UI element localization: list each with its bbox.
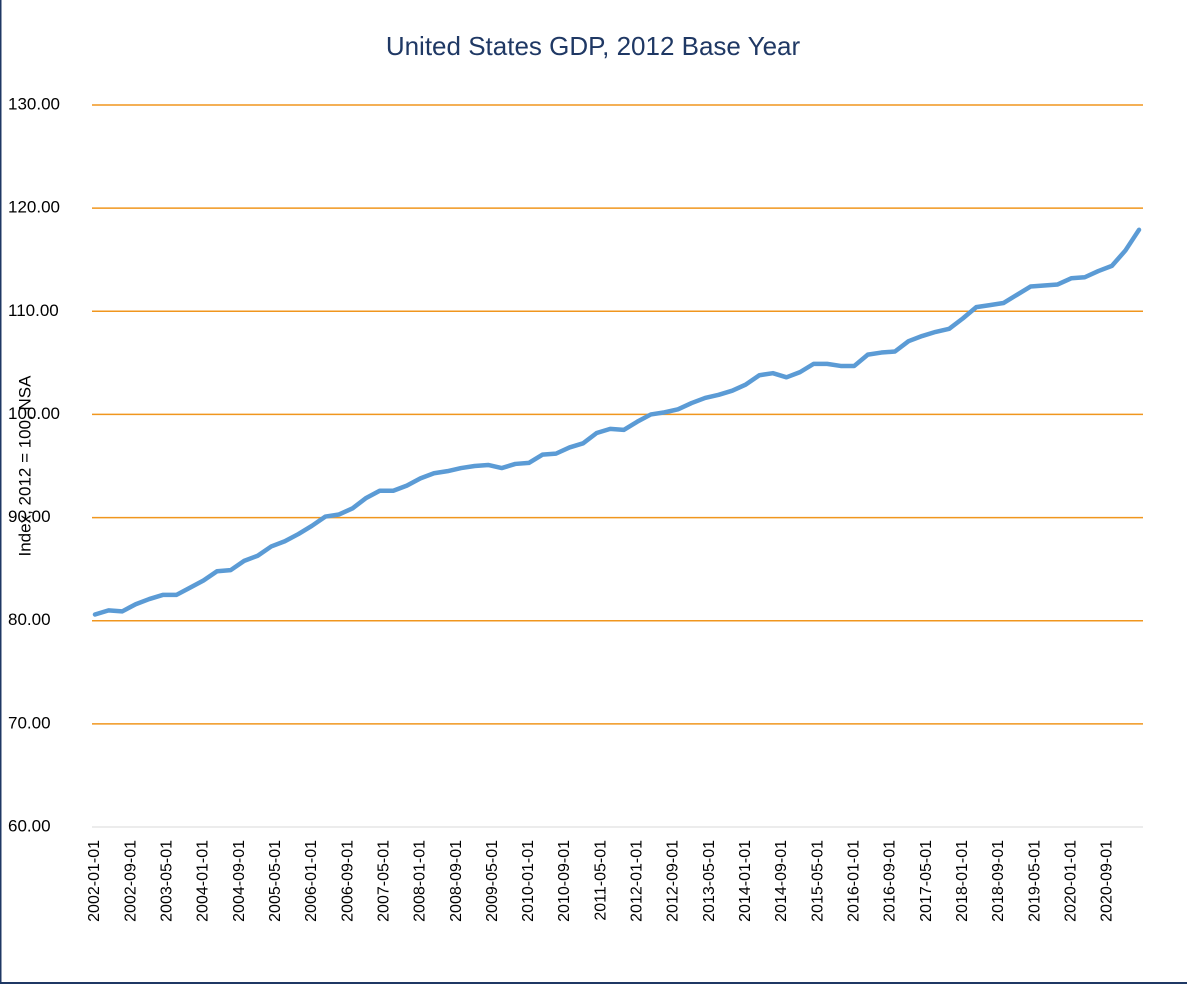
x-tick-label: 2014-01-01 (737, 840, 754, 922)
x-tick-label: 2002-01-01 (86, 840, 103, 922)
x-tick-label: 2020-09-01 (1099, 840, 1116, 922)
x-tick-label: 2012-09-01 (665, 840, 682, 922)
x-tick-label: 2012-01-01 (629, 840, 646, 922)
y-tick-label: 110.00 (8, 301, 59, 320)
y-tick-label: 90.00 (8, 507, 51, 526)
y-axis-label: Index, 2012 = 100, NSA (15, 375, 34, 557)
x-tick-label: 2014-09-01 (773, 840, 790, 922)
x-tick-label: 2015-05-01 (809, 840, 826, 922)
x-tick-label: 2003-05-01 (159, 840, 176, 922)
x-tick-label: 2011-05-01 (592, 840, 609, 921)
x-tick-label: 2005-05-01 (267, 840, 284, 922)
x-tick-label: 2006-01-01 (303, 840, 320, 922)
x-tick-label: 2018-09-01 (990, 840, 1007, 922)
x-tick-label: 2008-09-01 (448, 840, 465, 922)
x-tick-label: 2007-05-01 (375, 840, 392, 922)
y-tick-label: 70.00 (8, 713, 51, 732)
x-tick-label: 2004-01-01 (195, 840, 212, 922)
y-tick-label: 130.00 (8, 94, 60, 113)
x-tick-label: 2010-01-01 (520, 840, 537, 922)
x-tick-label: 2016-01-01 (845, 840, 862, 922)
data-line (92, 227, 1142, 617)
y-tick-label: 120.00 (8, 198, 60, 217)
x-tick-label: 2002-09-01 (122, 840, 139, 922)
x-tick-label: 2019-05-01 (1026, 840, 1043, 922)
x-tick-label: 2018-01-01 (954, 840, 971, 922)
x-tick-label: 2017-05-01 (918, 840, 935, 922)
y-tick-label: 80.00 (8, 610, 51, 629)
chart-title: United States GDP, 2012 Base Year (386, 31, 801, 61)
x-tick-label: 2010-09-01 (556, 840, 573, 922)
x-tick-label: 2008-01-01 (412, 840, 429, 922)
x-tick-label: 2004-09-01 (231, 840, 248, 922)
x-tick-label: 2013-05-01 (701, 840, 718, 922)
x-tick-label: 2006-09-01 (339, 840, 356, 922)
y-tick-label: 60.00 (8, 816, 51, 835)
x-tick-label: 2020-01-01 (1062, 840, 1079, 922)
x-tick-label: 2009-05-01 (484, 840, 501, 922)
y-tick-label: 100.00 (8, 404, 60, 423)
x-tick-label: 2016-09-01 (882, 840, 899, 922)
